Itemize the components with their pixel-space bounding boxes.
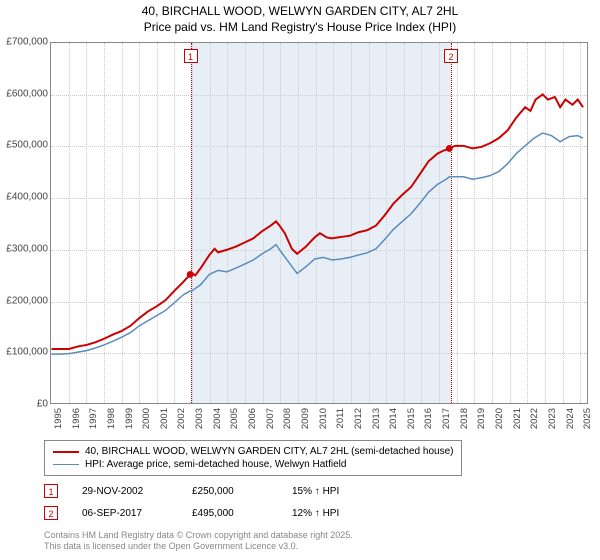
legend-box: 40, BIRCHALL WOOD, WELWYN GARDEN CITY, A…: [44, 440, 462, 476]
x-tick-label: 2007: [265, 408, 276, 429]
x-tick-label: 2025: [582, 408, 593, 429]
series-line: [51, 94, 583, 349]
x-tick-label: 2012: [353, 408, 364, 429]
sale-marker-1: 1: [44, 484, 58, 498]
x-tick-label: 2020: [494, 408, 505, 429]
chart-plot-area: 12: [50, 42, 588, 404]
x-tick-label: 2016: [423, 408, 434, 429]
legend-row-2: HPI: Average price, semi-detached house,…: [53, 458, 453, 471]
x-tick-label: 2024: [565, 408, 576, 429]
sale-hpi-1: 15% ↑ HPI: [292, 486, 339, 497]
sale-hpi-2: 12% ↑ HPI: [292, 508, 339, 519]
sale-date-1: 29-NOV-2002: [82, 486, 168, 497]
x-tick-label: 2014: [388, 408, 399, 429]
x-tick-label: 1996: [71, 408, 82, 429]
sale-marker-2: 2: [44, 506, 58, 520]
event-marker-1: 1: [184, 49, 198, 63]
event-marker-2: 2: [444, 49, 458, 63]
x-tick-label: 2021: [512, 408, 523, 429]
event-dot: [446, 145, 453, 152]
x-tick-label: 2008: [282, 408, 293, 429]
footer-text: Contains HM Land Registry data © Crown c…: [44, 530, 353, 553]
x-tick-label: 1995: [53, 408, 64, 429]
x-tick-label: 2010: [318, 408, 329, 429]
y-tick-label: £600,000: [2, 88, 48, 99]
event-dot: [187, 271, 194, 278]
sale-row-2: 2 06-SEP-2017 £495,000 12% ↑ HPI: [44, 506, 339, 520]
x-tick-label: 2013: [371, 408, 382, 429]
x-tick-label: 2000: [141, 408, 152, 429]
y-tick-label: £100,000: [2, 347, 48, 358]
sale-row-1: 1 29-NOV-2002 £250,000 15% ↑ HPI: [44, 484, 339, 498]
series-line: [51, 133, 583, 354]
x-tick-label: 1999: [124, 408, 135, 429]
y-tick-label: £700,000: [2, 37, 48, 48]
x-tick-label: 2005: [229, 408, 240, 429]
x-tick-label: 2009: [300, 408, 311, 429]
footer-line1: Contains HM Land Registry data © Crown c…: [44, 530, 353, 540]
x-tick-label: 2002: [176, 408, 187, 429]
sale-date-2: 06-SEP-2017: [82, 508, 168, 519]
sale-price-1: £250,000: [192, 486, 268, 497]
x-tick-label: 2017: [441, 408, 452, 429]
x-tick-label: 2023: [547, 408, 558, 429]
title-line2: Price paid vs. HM Land Registry's House …: [144, 20, 456, 34]
legend-label-2: HPI: Average price, semi-detached house,…: [85, 459, 346, 470]
x-tick-label: 2018: [459, 408, 470, 429]
y-tick-label: £0: [2, 399, 48, 410]
legend-row-1: 40, BIRCHALL WOOD, WELWYN GARDEN CITY, A…: [53, 445, 453, 458]
x-tick-label: 2011: [335, 408, 346, 428]
x-tick-label: 2015: [406, 408, 417, 429]
x-tick-label: 2022: [529, 408, 540, 429]
x-tick-label: 1997: [88, 408, 99, 429]
x-tick-label: 2004: [212, 408, 223, 429]
legend-swatch-2: [53, 464, 79, 465]
legend-swatch-1: [53, 451, 79, 453]
chart-title: 40, BIRCHALL WOOD, WELWYN GARDEN CITY, A…: [0, 0, 600, 35]
x-tick-label: 2006: [247, 408, 258, 429]
line-series-svg: [51, 43, 587, 403]
x-tick-label: 2019: [476, 408, 487, 429]
title-line1: 40, BIRCHALL WOOD, WELWYN GARDEN CITY, A…: [142, 4, 459, 18]
y-tick-label: £400,000: [2, 192, 48, 203]
legend-label-1: 40, BIRCHALL WOOD, WELWYN GARDEN CITY, A…: [85, 446, 453, 457]
x-tick-label: 2001: [159, 408, 170, 429]
y-tick-label: £200,000: [2, 295, 48, 306]
y-tick-label: £500,000: [2, 140, 48, 151]
x-tick-label: 1998: [106, 408, 117, 429]
footer-line2: This data is licensed under the Open Gov…: [44, 541, 298, 551]
sale-price-2: £495,000: [192, 508, 268, 519]
y-tick-label: £300,000: [2, 243, 48, 254]
x-tick-label: 2003: [194, 408, 205, 429]
